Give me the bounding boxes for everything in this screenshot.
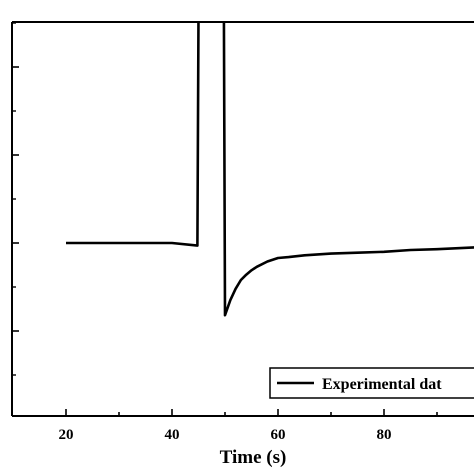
series-line-experimental bbox=[66, 22, 474, 317]
x-axis-tick-labels: 20 40 60 80 bbox=[59, 427, 392, 443]
legend: Experimental dat bbox=[269, 367, 474, 399]
y-axis-ticks bbox=[12, 22, 19, 376]
legend-label: Experimental dat bbox=[322, 376, 442, 393]
x-tick-label: 80 bbox=[377, 427, 392, 443]
x-tick-label: 60 bbox=[271, 427, 286, 443]
x-axis-ticks bbox=[65, 409, 438, 416]
plot-frame bbox=[11, 21, 474, 417]
x-axis-title: Time (s) bbox=[220, 447, 287, 468]
x-tick-label: 20 bbox=[59, 427, 74, 443]
x-tick-label: 40 bbox=[165, 427, 180, 443]
